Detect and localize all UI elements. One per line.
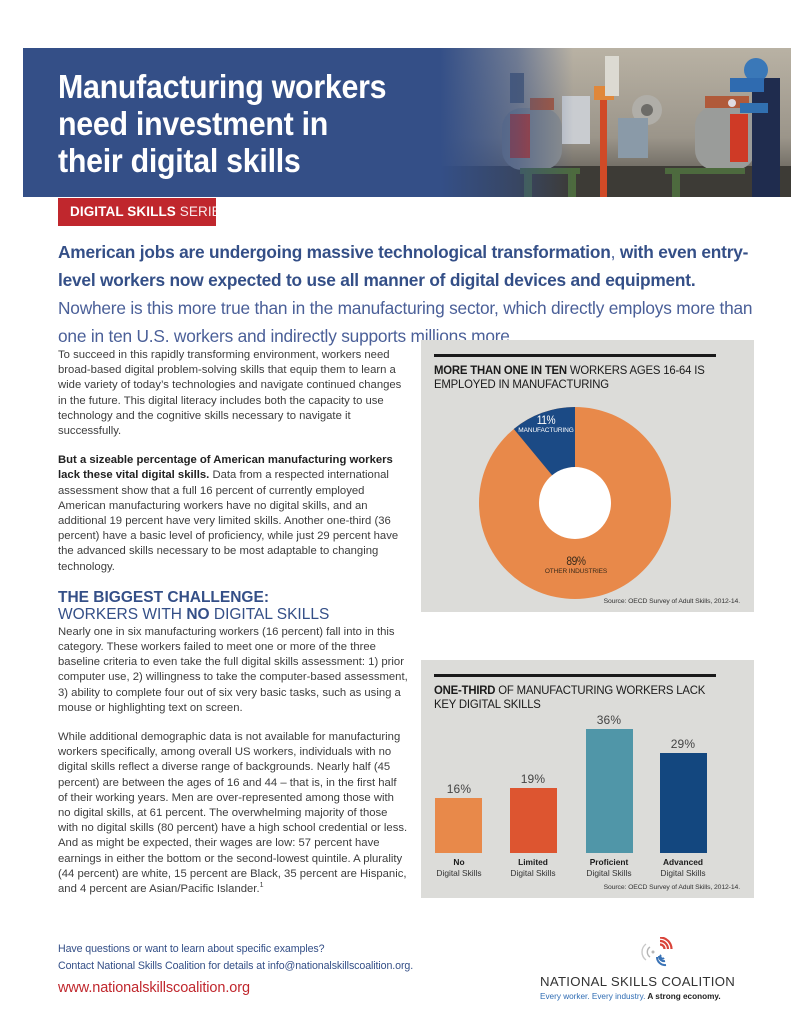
paragraph-skills-gap: But a sizeable percentage of American ma… [58, 453, 408, 575]
section-subheading: WORKERS WITH NO DIGITAL SKILLS [58, 606, 408, 623]
nsc-logo: NATIONAL SKILLS COALITION Every worker. … [540, 937, 740, 1007]
series-tag-light: SERIES [179, 204, 230, 219]
bar-label-limited-sub: Digital Skills [510, 868, 556, 878]
website-link[interactable]: www.nationalskillscoalition.org [58, 980, 250, 996]
series-tag-bold: DIGITAL SKILLS [70, 204, 176, 219]
bar-label-limited: Limited Digital Skills [493, 857, 573, 879]
series-tag: DIGITAL SKILLS SERIES [58, 198, 230, 226]
donut-title-rest: WORKERS AGES 16-64 IS EMPLOYED IN MANUFA… [434, 363, 705, 391]
subheading-post: DIGITAL SKILLS [209, 605, 330, 623]
bar-label-proficient-bold: Proficient [589, 857, 629, 867]
signal-waves-icon [641, 937, 673, 967]
donut-chart [479, 407, 671, 599]
paragraph-skills-gap-bold: But a sizeable percentage of American ma… [58, 454, 393, 482]
bar-title-rest: OF MANUFACTURING WORKERS LACK KEY DIGITA… [434, 683, 706, 711]
paragraph-intro: To succeed in this rapidly transforming … [58, 349, 402, 438]
bar-chart-title: ONE-THIRD OF MANUFACTURING WORKERS LACK … [434, 683, 713, 711]
subheading-bold: NO [186, 605, 210, 623]
bar-label-limited-bold: Limited [518, 857, 548, 867]
bar-value-limited: 19% [520, 772, 546, 786]
donut-title-bold: MORE THAN ONE IN TEN [434, 363, 567, 377]
bar-value-no: 16% [446, 782, 472, 796]
donut-chart-panel: MORE THAN ONE IN TEN WORKERS AGES 16-64 … [421, 340, 754, 612]
other-name: OTHER INDUSTRIES [544, 568, 608, 575]
label-manufacturing: 11% MANUFACTURING [511, 413, 581, 434]
lead-paragraph: American jobs are undergoing massive tec… [58, 238, 758, 350]
bar-label-advanced-sub: Digital Skills [660, 868, 706, 878]
donut-chart-title: MORE THAN ONE IN TEN WORKERS AGES 16-64 … [434, 363, 713, 391]
bar-label-proficient-sub: Digital Skills [586, 868, 632, 878]
title-line-3: their digital skills [58, 142, 301, 179]
paragraph-skills-gap-rest: Data from a respected international asse… [58, 469, 399, 573]
body-column: To succeed in this rapidly transforming … [58, 348, 408, 911]
bar-proficient-digital-skills [586, 729, 633, 853]
bar-label-advanced-bold: Advanced [662, 857, 704, 867]
header-banner: Manufacturing workers need investment in… [23, 48, 791, 197]
footnote-marker: 1 [259, 882, 264, 890]
page-title: Manufacturing workers need investment in… [58, 68, 444, 179]
footer-question: Have questions or want to learn about sp… [58, 943, 325, 955]
panel-rule [434, 674, 716, 677]
label-other-industries: 89% OTHER INDUSTRIES [531, 554, 621, 575]
subheading-pre: WORKERS WITH [58, 605, 187, 623]
title-line-1: Manufacturing workers [58, 68, 387, 105]
donut-source: Source: OECD Survey of Adult Skills, 201… [603, 598, 741, 605]
lead-bold-2: with even entry-level workers now expect… [58, 242, 749, 290]
bar-label-no: No Digital Skills [419, 857, 499, 879]
footer-contact-email[interactable]: Contact National Skills Coalition for de… [58, 960, 414, 972]
paragraph-no-skills: Nearly one in six manufacturing workers … [58, 625, 408, 714]
bar-advanced-digital-skills [660, 753, 707, 853]
logo-name: NATIONAL SKILLS COALITION [540, 974, 736, 989]
footer-contact: Have questions or want to learn about sp… [58, 941, 457, 975]
title-line-2: need investment in [58, 105, 329, 142]
lead-comma: , [610, 242, 616, 262]
bar-no-digital-skills [435, 798, 482, 853]
lead-bold-1: American jobs are undergoing massive tec… [58, 242, 611, 262]
bar-value-advanced: 29% [670, 737, 696, 751]
lead-light: Nowhere is this more true than in the ma… [58, 298, 753, 346]
bar-title-bold: ONE-THIRD [434, 683, 496, 697]
bar-label-proficient: Proficient Digital Skills [569, 857, 649, 879]
tagline-colored: Every worker. Every industry. [540, 992, 646, 1001]
bar-label-no-bold: No [453, 857, 465, 867]
other-pct: 89% [566, 554, 586, 568]
tagline-bold: A strong economy. [645, 992, 721, 1001]
bar-value-proficient: 36% [596, 713, 622, 727]
bar-limited-digital-skills [510, 788, 557, 853]
paragraph-demographics: While additional demographic data is not… [58, 730, 408, 897]
section-heading: THE BIGGEST CHALLENGE: [58, 588, 269, 606]
bar-chart-panel: ONE-THIRD OF MANUFACTURING WORKERS LACK … [421, 660, 754, 898]
logo-tagline: Every worker. Every industry. A strong e… [540, 992, 750, 1001]
paragraph-demographics-text: While additional demographic data is not… [58, 731, 408, 896]
header-photo [440, 48, 791, 197]
bar-label-no-sub: Digital Skills [436, 868, 482, 878]
panel-rule [434, 354, 716, 357]
manufacturing-pct: 11% [536, 413, 556, 427]
donut-hole [539, 467, 611, 539]
bar-label-advanced: Advanced Digital Skills [643, 857, 723, 879]
manufacturing-name: MANUFACTURING [518, 427, 574, 434]
bar-source: Source: OECD Survey of Adult Skills, 201… [603, 884, 741, 891]
